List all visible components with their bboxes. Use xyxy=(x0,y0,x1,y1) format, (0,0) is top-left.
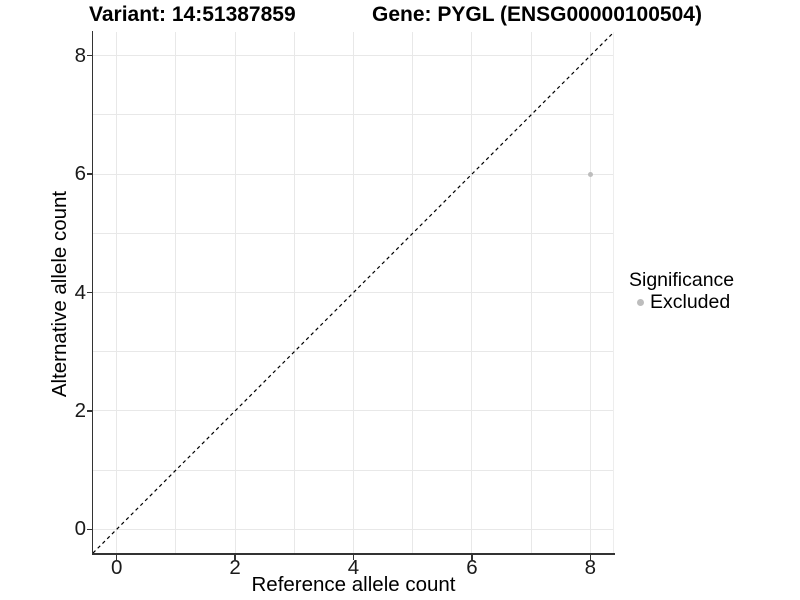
y-tickmark-4 xyxy=(87,291,92,294)
x-axis-line xyxy=(91,553,615,555)
x-tickmark-2 xyxy=(234,554,236,560)
y-tick-label-4: 4 xyxy=(74,280,86,304)
x-tickmark-6 xyxy=(471,554,473,560)
gridline-y-3 xyxy=(93,351,614,353)
x-tick-label-0: 0 xyxy=(110,556,123,579)
legend-title: Significance xyxy=(629,269,735,291)
x-tick-label-4: 4 xyxy=(347,556,360,579)
gridline-y-0 xyxy=(93,528,614,530)
y-tickmark-8 xyxy=(87,54,92,57)
gridline-y-2 xyxy=(93,410,614,412)
plot-title-gene: Gene: PYGL (ENSG00000100504) xyxy=(372,3,702,26)
legend-entry-excluded: Excluded xyxy=(629,291,794,313)
x-tick-label-6: 6 xyxy=(466,556,478,579)
gridline-y-8 xyxy=(93,55,614,57)
plot-panel xyxy=(93,32,614,553)
identity-line xyxy=(93,32,614,553)
gridline-y-4 xyxy=(93,292,614,293)
y-tick-label-6: 6 xyxy=(74,162,86,186)
y-tickmark-0 xyxy=(87,528,92,531)
y-tick-label-2: 2 xyxy=(74,398,86,422)
y-axis-line xyxy=(91,31,93,555)
y-tick-label-8: 8 xyxy=(74,43,86,67)
legend: Significance Excluded xyxy=(629,269,794,312)
x-tick-label-2: 2 xyxy=(229,556,241,579)
y-tickmark-6 xyxy=(87,173,92,175)
gridline-y-6 xyxy=(93,173,614,175)
legend-entry-label: Excluded xyxy=(650,291,731,313)
x-tick-label-8: 8 xyxy=(584,556,597,579)
gridline-y-7 xyxy=(93,114,614,116)
panel-right-edge xyxy=(613,32,614,553)
legend-key-dot xyxy=(637,299,644,306)
data-point xyxy=(587,171,593,177)
y-tick-label-0: 0 xyxy=(74,517,86,541)
y-axis-title: Alternative allele count xyxy=(48,190,71,398)
x-tickmark-8 xyxy=(589,554,592,560)
plot-title-variant: Variant: 14:51387859 xyxy=(89,3,296,26)
gridline-y-1 xyxy=(93,469,614,471)
x-tickmark-4 xyxy=(352,554,355,560)
x-tickmark-0 xyxy=(115,554,118,560)
x-axis-title: Reference allele count xyxy=(251,573,456,596)
gridline-y-5 xyxy=(93,232,614,234)
y-tickmark-2 xyxy=(87,410,92,412)
